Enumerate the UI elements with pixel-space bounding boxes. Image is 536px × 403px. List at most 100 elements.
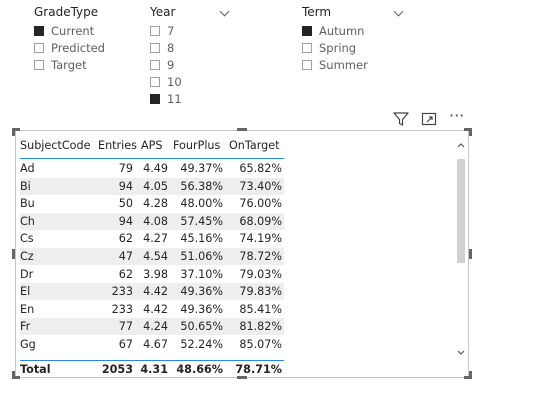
table-row[interactable]: Ad 79 4.49 49.37% 65.82%: [20, 160, 284, 177]
table-cell: 4.27: [143, 232, 168, 246]
resize-handle[interactable]: [12, 376, 20, 379]
slicer-option-term-summer[interactable]: Summer: [302, 56, 368, 73]
table-cell: Gg: [20, 338, 36, 351]
checkbox[interactable]: [302, 59, 312, 70]
slicer-option-label: Summer: [319, 57, 368, 72]
resize-handle[interactable]: [237, 128, 247, 131]
table-cell: 47: [118, 250, 133, 263]
scrollbar-thumb[interactable]: [457, 159, 465, 263]
checkbox[interactable]: [34, 59, 44, 70]
table-cell: 85.07%: [239, 338, 282, 351]
table-cell: 94: [118, 179, 133, 193]
slicer-option-year-11[interactable]: 11: [150, 90, 182, 107]
table-row[interactable]: El 233 4.42 49.36% 79.83%: [20, 283, 284, 301]
slicer-option-gradetype-target[interactable]: Target: [34, 56, 87, 73]
table-cell: 50: [118, 197, 133, 211]
column-header[interactable]: FourPlus: [173, 139, 221, 152]
column-header[interactable]: OnTarget: [229, 139, 280, 152]
table-cell: 62: [118, 267, 133, 281]
table-row[interactable]: Dr 62 3.98 37.10% 79.03%: [20, 266, 284, 283]
resize-handle[interactable]: [12, 128, 15, 136]
table-cell: 65.82%: [239, 162, 282, 175]
table-cell: 3.98: [143, 267, 168, 281]
slicer-option-year-8[interactable]: 8: [150, 39, 174, 56]
table-cell: Cz: [20, 250, 34, 263]
table-cell: 4.31: [140, 363, 168, 376]
slicer-option-term-autumn[interactable]: Autumn: [302, 22, 364, 39]
slicer-option-gradetype-predicted[interactable]: Predicted: [34, 39, 105, 56]
table-row[interactable]: Ch 94 4.08 57.45% 68.09%: [20, 212, 284, 230]
checkbox-checked[interactable]: [150, 93, 160, 104]
table-row[interactable]: Cz 47 4.54 51.06% 78.72%: [20, 248, 284, 265]
resize-handle[interactable]: [464, 376, 472, 379]
slicer-option-year-7[interactable]: 7: [150, 22, 174, 39]
table-cell: Dr: [20, 267, 34, 281]
table-cell: Ch: [20, 214, 35, 228]
table-cell: 48.66%: [176, 363, 223, 376]
checkbox-checked[interactable]: [302, 25, 312, 36]
column-header[interactable]: APS: [141, 139, 163, 152]
resize-handle[interactable]: [12, 128, 20, 131]
table-cell: Ad: [20, 162, 35, 175]
slicer-option-label: Current: [51, 23, 95, 38]
column-header[interactable]: SubjectCode: [20, 139, 91, 152]
table-row[interactable]: En 233 4.42 49.36% 85.41%: [20, 301, 284, 318]
checkbox[interactable]: [302, 42, 312, 53]
resize-handle[interactable]: [464, 128, 472, 131]
slicer-option-gradetype-current[interactable]: Current: [34, 22, 94, 39]
table-row[interactable]: Cs 62 4.27 45.16% 74.19%: [20, 230, 284, 247]
slicer-title-gradetype: GradeType: [34, 5, 99, 19]
table-cell: 51.06%: [180, 250, 223, 263]
table-cell: 4.08: [143, 214, 168, 228]
scroll-up-icon[interactable]: [456, 141, 466, 149]
table-cell: 94: [118, 214, 133, 228]
checkbox[interactable]: [150, 42, 160, 53]
slicer-option-label: Autumn: [319, 23, 365, 38]
table-cell: Fr: [20, 320, 31, 334]
table-cell: 233: [111, 285, 133, 299]
resize-handle[interactable]: [12, 371, 15, 379]
slicer-title-year: Year: [150, 5, 176, 19]
table-header[interactable]: SubjectCode Entries APS FourPlus OnTarget: [20, 136, 284, 159]
table-total-row[interactable]: Total 2053 4.31 48.66% 78.71%: [20, 360, 284, 378]
slicer-option-year-9[interactable]: 9: [150, 56, 174, 73]
table-row[interactable]: Bi 94 4.05 56.38% 73.40%: [20, 177, 284, 195]
resize-handle[interactable]: [12, 249, 15, 259]
vertical-scrollbar[interactable]: [456, 143, 466, 359]
focus-mode-icon[interactable]: [420, 110, 438, 128]
table-cell: 49.37%: [180, 162, 223, 175]
table-cell: 45.16%: [180, 232, 223, 246]
checkbox[interactable]: [150, 25, 160, 36]
table-cell: 49.36%: [180, 285, 223, 299]
filter-icon[interactable]: [392, 110, 410, 128]
table-row[interactable]: Fr 77 4.24 50.65% 81.82%: [20, 318, 284, 336]
table-cell: 52.24%: [180, 338, 223, 351]
table-cell: 4.49: [143, 162, 168, 175]
slicer-option-label: 10: [167, 74, 182, 89]
table-cell: 233: [111, 302, 133, 316]
slicer-option-term-spring[interactable]: Spring: [302, 39, 356, 56]
checkbox[interactable]: [34, 42, 44, 53]
resize-handle[interactable]: [237, 376, 247, 379]
table-row[interactable]: Bu 50 4.28 48.00% 76.00%: [20, 195, 284, 212]
slicer-option-label: Target: [51, 57, 87, 72]
column-header[interactable]: Entries: [98, 139, 137, 152]
checkbox-checked[interactable]: [34, 25, 44, 36]
resize-handle[interactable]: [469, 249, 472, 259]
chevron-down-icon[interactable]: [393, 6, 404, 17]
resize-handle[interactable]: [469, 128, 472, 136]
chevron-down-icon[interactable]: [219, 6, 230, 17]
checkbox[interactable]: [150, 59, 160, 70]
table-row[interactable]: Gg 67 4.67 52.24% 85.07%: [20, 336, 284, 353]
table-cell: 79.83%: [239, 285, 282, 299]
table-cell: 4.42: [143, 302, 168, 316]
table-cell: Total: [20, 363, 51, 376]
slicer-option-year-10[interactable]: 10: [150, 73, 182, 90]
slicer-title-term: Term: [302, 5, 332, 19]
resize-handle[interactable]: [469, 371, 472, 379]
table-cell: Bi: [20, 179, 31, 193]
more-options-icon[interactable]: ···: [449, 106, 465, 125]
scroll-down-icon[interactable]: [456, 349, 466, 357]
checkbox[interactable]: [150, 76, 160, 87]
table-visual[interactable]: SubjectCode Entries APS FourPlus OnTarget Ad 7…: [15, 130, 469, 378]
